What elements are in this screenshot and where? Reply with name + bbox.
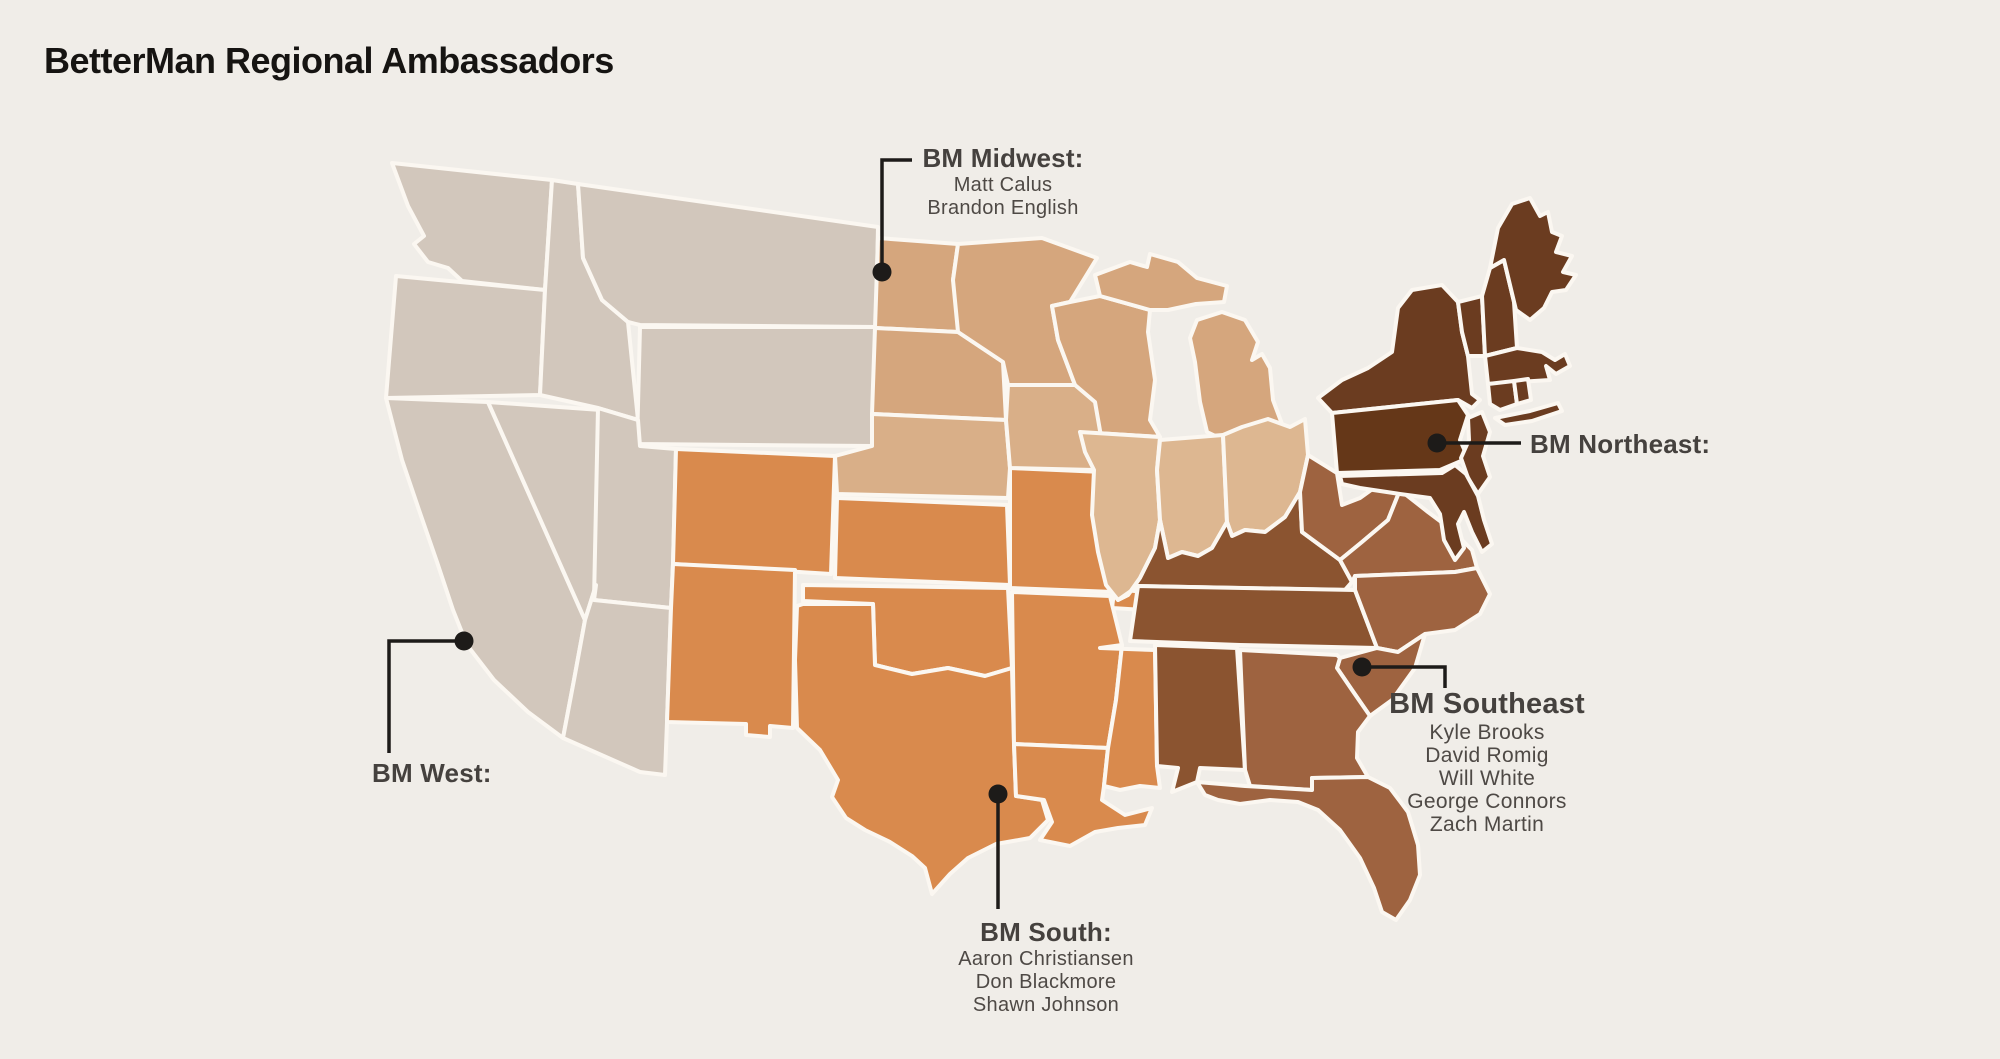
southeast-label: BM Southeast — [1389, 688, 1585, 720]
ambassador-name: Aaron Christiansen — [958, 948, 1134, 970]
page-title: BetterMan Regional Ambassadors — [44, 40, 614, 81]
state-maine — [1488, 196, 1578, 322]
state-colorado — [671, 447, 837, 576]
northeast-label-block: BM Northeast: — [1530, 429, 1710, 460]
south-map-dot — [988, 784, 1008, 804]
state-michigan — [1188, 310, 1284, 443]
northeast-map-dot — [1427, 433, 1447, 453]
region-midwest — [833, 236, 1310, 602]
leader-lines — [387, 158, 1521, 909]
state-tennessee — [1128, 584, 1379, 650]
state-north-dakota — [873, 236, 964, 334]
state-connecticut — [1486, 379, 1519, 412]
state-rhode-island — [1512, 377, 1533, 406]
state-vermont — [1456, 294, 1487, 358]
midwest-label: BM Midwest: — [922, 143, 1084, 173]
state-louisiana — [1012, 742, 1154, 848]
west-label-block: BM West: — [372, 758, 492, 789]
state-new-jersey — [1459, 410, 1492, 496]
west-leader-line — [387, 639, 464, 753]
ambassador-name: Brandon English — [927, 197, 1079, 219]
ambassador-name: Don Blackmore — [975, 971, 1117, 993]
southeast-label-block: BM Southeast Kyle Brooks David Romig Wil… — [1337, 688, 1637, 836]
south-label-block: BM South: Aaron Christiansen Don Blackmo… — [896, 917, 1196, 1017]
west-label: BM West: — [372, 758, 492, 788]
midwest-map-dot — [872, 262, 892, 282]
region-northeast — [1316, 196, 1578, 562]
ambassador-name: Zach Martin — [1429, 813, 1545, 836]
south-label: BM South: — [980, 917, 1112, 947]
state-south-dakota — [870, 326, 1008, 422]
southeast-map-dot — [1352, 657, 1372, 677]
ambassador-name: Shawn Johnson — [972, 994, 1120, 1016]
region-southeast — [1116, 453, 1492, 922]
state-north-carolina — [1353, 566, 1492, 654]
ambassador-name: David Romig — [1425, 744, 1549, 767]
state-new-mexico — [665, 562, 797, 739]
state-wyoming — [635, 325, 878, 448]
region-west — [384, 161, 880, 777]
state-alabama — [1153, 643, 1247, 794]
state-maryland-delaware — [1338, 463, 1494, 562]
state-arkansas — [1010, 590, 1124, 750]
west-map-dot — [454, 631, 474, 651]
long-island — [1493, 401, 1564, 427]
state-new-york — [1316, 283, 1482, 415]
ambassador-name: George Connors — [1407, 790, 1567, 813]
ambassador-name: Will White — [1438, 767, 1536, 790]
state-texas — [793, 602, 1050, 896]
state-washington — [390, 161, 554, 292]
state-oregon — [384, 274, 547, 400]
northeast-label: BM Northeast: — [1530, 429, 1711, 459]
southeast-leader-line — [1362, 665, 1447, 688]
ambassador-name: Kyle Brooks — [1429, 721, 1545, 744]
ambassador-name: Matt Calus — [953, 174, 1053, 196]
midwest-label-block: BM Midwest: Matt Calus Brandon English — [853, 143, 1153, 220]
midwest-leader-line — [880, 158, 912, 272]
state-florida — [1195, 775, 1422, 922]
state-pennsylvania — [1330, 398, 1470, 475]
state-michigan-upper-peninsula — [1093, 252, 1229, 312]
region-south — [665, 447, 1162, 896]
state-montana — [576, 182, 880, 329]
state-kansas — [833, 496, 1012, 587]
